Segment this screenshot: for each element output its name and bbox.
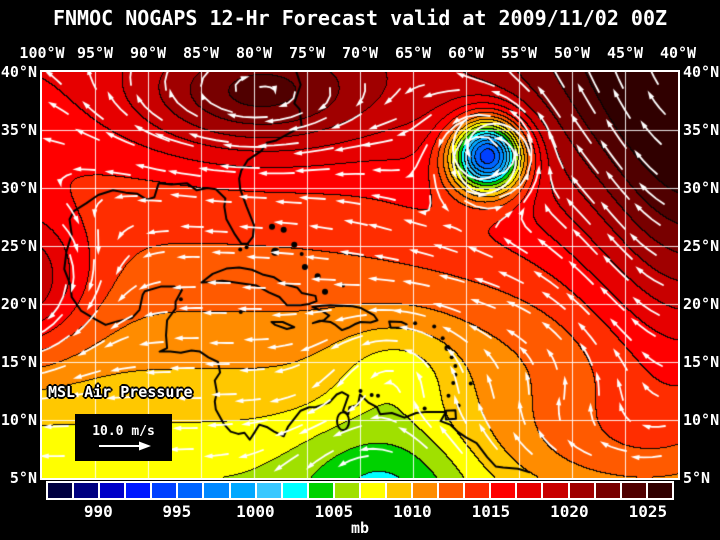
lon-tick-label: 50°W <box>553 44 591 62</box>
colorbar-cell <box>230 483 255 498</box>
wind-scale-box: 10.0 m/s <box>75 414 172 461</box>
colorbar-tick-label: 990 <box>83 502 113 521</box>
lon-tick-label: 65°W <box>394 44 432 62</box>
colorbar-tick-label: 1025 <box>628 502 668 521</box>
colorbar-tick-label: 1005 <box>314 502 354 521</box>
colorbar-cell <box>465 483 490 498</box>
colorbar-tick-label: 1015 <box>471 502 511 521</box>
lat-tick-label: 30°N <box>683 179 720 197</box>
lat-tick-label: 35°N <box>683 121 720 139</box>
lon-tick-label: 95°W <box>76 44 114 62</box>
field-name-label: MSL Air Pressure <box>48 383 193 401</box>
lat-tick-label: 10°N <box>0 411 37 429</box>
lat-tick-label: 10°N <box>683 411 720 429</box>
lat-tick-label: 20°N <box>683 295 720 313</box>
colorbar-cell <box>48 483 73 498</box>
colorbar-cell <box>360 483 386 498</box>
colorbar-cell <box>126 483 151 498</box>
colorbar-tick-label: 1020 <box>550 502 589 521</box>
colorbar-tick-label: 1010 <box>393 502 432 521</box>
colorbar-tick-label: 1000 <box>236 502 275 521</box>
lat-tick-label: 20°N <box>0 295 37 313</box>
colorbar-cell <box>282 483 307 498</box>
lat-tick-label: 30°N <box>0 179 37 197</box>
colorbar-cell <box>308 483 333 498</box>
colorbar-cell <box>413 483 438 498</box>
colorbar-cell <box>152 483 177 498</box>
colorbar-unit-label: mb <box>350 519 370 537</box>
lon-tick-label: 80°W <box>235 44 273 62</box>
lon-tick-label: 40°W <box>659 44 697 62</box>
wind-scale-label: 10.0 m/s <box>92 423 155 439</box>
lat-tick-label: 15°N <box>683 353 720 371</box>
lon-tick-label: 60°W <box>447 44 485 62</box>
colorbar <box>46 481 674 500</box>
colorbar-cell <box>569 483 594 498</box>
colorbar-cell <box>621 483 646 498</box>
lat-tick-label: 5°N <box>9 469 37 487</box>
lat-tick-label: 40°N <box>0 63 37 81</box>
lat-tick-label: 25°N <box>0 237 37 255</box>
colorbar-cell <box>334 483 359 498</box>
colorbar-tick-label: 995 <box>162 502 192 521</box>
colorbar-cell <box>595 483 620 498</box>
colorbar-cell <box>74 483 99 498</box>
colorbar-cell <box>647 483 672 498</box>
colorbar-cell <box>491 483 516 498</box>
colorbar-cell <box>517 483 542 498</box>
lat-tick-label: 25°N <box>683 237 720 255</box>
wind-scale-arrow-icon <box>98 441 151 450</box>
colorbar-cell <box>204 483 229 498</box>
lon-tick-label: 100°W <box>19 44 65 62</box>
lat-tick-label: 5°N <box>683 469 711 487</box>
pressure-map-canvas <box>40 70 680 480</box>
lat-tick-label: 15°N <box>0 353 37 371</box>
lon-tick-label: 45°W <box>606 44 644 62</box>
colorbar-cell <box>387 483 412 498</box>
lon-tick-label: 70°W <box>341 44 379 62</box>
colorbar-cell <box>256 483 281 498</box>
colorbar-cell <box>439 483 464 498</box>
lon-tick-label: 85°W <box>182 44 220 62</box>
page-title: FNMOC NOGAPS 12-Hr Forecast valid at 200… <box>52 6 668 30</box>
lon-tick-label: 75°W <box>288 44 326 62</box>
lon-tick-label: 90°W <box>129 44 167 62</box>
colorbar-cell <box>178 483 203 498</box>
colorbar-cell <box>543 483 568 498</box>
lat-tick-label: 35°N <box>0 121 37 139</box>
lon-tick-label: 55°W <box>500 44 538 62</box>
lat-tick-label: 40°N <box>683 63 720 81</box>
colorbar-cell <box>100 483 125 498</box>
